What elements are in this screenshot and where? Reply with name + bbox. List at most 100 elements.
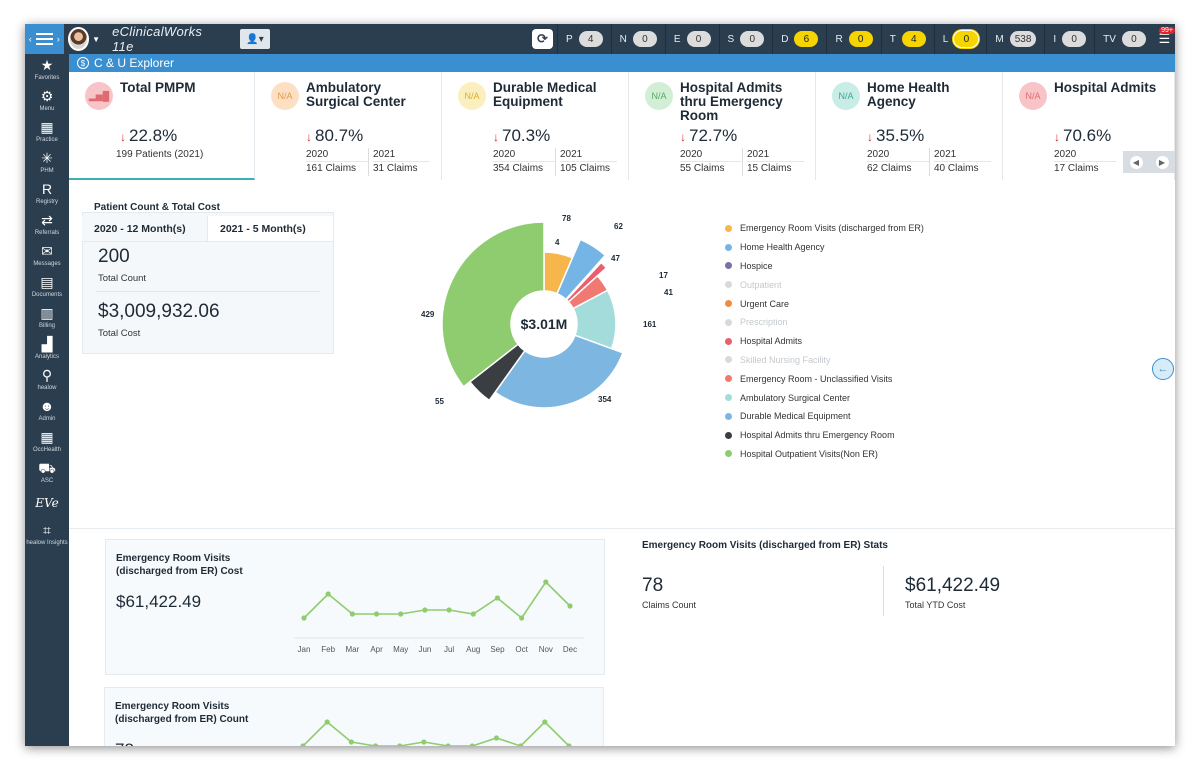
data-point[interactable] [422, 607, 428, 613]
summary-card[interactable]: N/A Hospital Admits thru Emergency Room ↓ 7… [629, 72, 816, 180]
data-point[interactable] [542, 719, 548, 725]
legend-item[interactable]: Urgent Care [725, 294, 924, 313]
user-avatar[interactable] [67, 27, 90, 51]
legend-item[interactable]: Hospital Admits thru Emergency Room [725, 426, 924, 445]
data-point[interactable] [566, 743, 572, 746]
refresh-button[interactable]: ⟳ [531, 29, 553, 49]
jellybean-bar: P 4 N 0 E 0 S 0 D 6 R 0 T 4 L 0 M 538 I 0 TV 0 [556, 24, 1154, 54]
card-title: Home Health Agency [867, 80, 950, 109]
sidebar-item-billing[interactable]: ▥ Billing [25, 302, 69, 333]
data-point[interactable] [543, 579, 549, 585]
data-point[interactable] [348, 739, 354, 745]
legend-item[interactable]: Prescription [725, 313, 924, 332]
collapse-panel-button[interactable]: ← [1152, 358, 1174, 380]
sidebar-item-registry[interactable]: R Registry [25, 178, 69, 209]
jellybean-count: 0 [1062, 31, 1087, 47]
arrow-right-icon[interactable]: ▶ [1155, 155, 1169, 169]
legend-item[interactable]: Durable Medical Equipment [725, 407, 924, 426]
patient-lookup-button[interactable]: 👤▾ [240, 29, 270, 49]
data-point[interactable] [519, 615, 525, 621]
sidebar-item-documents[interactable]: ▤ Documents [25, 271, 69, 302]
legend-item[interactable]: Ambulatory Surgical Center [725, 388, 924, 407]
data-point[interactable] [398, 611, 404, 617]
data-point[interactable] [421, 739, 427, 745]
sidebar-item-referrals[interactable]: ⇄ Referrals [25, 209, 69, 240]
jellybean-m[interactable]: M 538 [986, 24, 1044, 54]
legend-item[interactable]: Hospice [725, 257, 924, 276]
claims-grid: 2020 17 Claims [1054, 148, 1116, 176]
data-point[interactable] [301, 615, 307, 621]
data-point[interactable] [469, 743, 475, 746]
data-point[interactable] [518, 743, 524, 746]
series-line [302, 720, 570, 746]
summary-card[interactable]: N/A Durable Medical Equipment ↓ 70.3% 2020 35… [442, 72, 629, 180]
sidebar-item-label: Practice [36, 136, 58, 143]
sidebar-item-admin[interactable]: ☻ Admin [25, 395, 69, 426]
sidebar-item-analytics[interactable]: ▟ Analytics [25, 333, 69, 364]
sidebar-item-practice[interactable]: ▦ Practice [25, 116, 69, 147]
legend-item[interactable]: Skilled Nursing Facility [725, 351, 924, 370]
summary-card[interactable]: N/A Home Health Agency ↓ 35.5% 2020 62 Claims… [816, 72, 1003, 180]
legend-item[interactable]: Emergency Room - Unclassified Visits [725, 369, 924, 388]
legend-item[interactable]: Emergency Room Visits (discharged from E… [725, 219, 924, 238]
data-point[interactable] [325, 591, 331, 597]
sidebar-item-eve[interactable]: EVe [25, 488, 69, 519]
data-point[interactable] [324, 719, 330, 725]
sidebar-item-occhealth[interactable]: ▦ OccHealth [25, 426, 69, 457]
menu-toggle-button[interactable]: ‹ › [25, 24, 64, 54]
legend-item[interactable]: Outpatient [725, 275, 924, 294]
data-point[interactable] [446, 607, 452, 613]
sidebar-item-favorites[interactable]: ★ Favorites [25, 54, 69, 85]
data-point[interactable] [300, 743, 306, 746]
data-point[interactable] [470, 611, 476, 617]
jellybean-count: 0 [686, 31, 711, 47]
jellybean-tv[interactable]: TV 0 [1094, 24, 1154, 54]
data-point[interactable] [373, 611, 380, 617]
legend-item[interactable]: Hospital Outpatient Visits(Non ER) [725, 445, 924, 464]
jellybean-letter: P [565, 33, 573, 45]
tab-2020[interactable]: 2020 - 12 Month(s) [82, 216, 208, 241]
legend-item[interactable]: Hospital Admits [725, 332, 924, 351]
caret-down-icon[interactable]: ▼ [92, 34, 101, 44]
data-point[interactable] [397, 743, 403, 746]
sidebar-item-label: OccHealth [32, 446, 61, 453]
jellybean-count: 6 [794, 31, 819, 47]
tab-2021[interactable]: 2021 - 5 Month(s) [208, 216, 334, 241]
donut-slice[interactable] [441, 221, 545, 388]
data-point[interactable] [372, 743, 379, 746]
data-point[interactable] [494, 595, 501, 601]
jellybean-count: 4 [578, 31, 603, 47]
data-point[interactable] [493, 735, 500, 741]
occhealth-icon: ▦ [40, 428, 54, 445]
donut-slice[interactable] [494, 334, 624, 409]
summary-card[interactable]: ▂▅█ Total PMPM ↓ 22.8% 199 Patients (2021) [69, 72, 255, 180]
card-title: Total PMPM [120, 80, 196, 95]
legend-label: Hospital Outpatient Visits(Non ER) [740, 448, 878, 459]
data-point[interactable] [567, 603, 573, 609]
summary-card[interactable]: N/A Ambulatory Surgical Center ↓ 80.7% 2020 1… [255, 72, 442, 180]
sidebar-item-healow[interactable]: ⚲ healow [25, 364, 69, 395]
data-point[interactable] [349, 611, 355, 617]
sidebar-item-menu[interactable]: ⚙ Menu [25, 85, 69, 116]
total-ytd-cost-value: $61,422.49 [905, 575, 1001, 596]
sidebar-item-phm[interactable]: ✳ PHM [25, 147, 69, 178]
year-label: 2020 [493, 148, 555, 162]
sidebar-item-asc[interactable]: ⛟ ASC [25, 457, 69, 488]
hamburger-icon [35, 33, 53, 45]
sidebar-item-healow-insights[interactable]: ⌗ healow Insights [25, 519, 69, 550]
notifications-button[interactable]: ☰ 99+ [1154, 24, 1175, 54]
arrow-left-icon[interactable]: ◀ [1129, 155, 1143, 169]
asc-icon: ⛟ [38, 459, 56, 476]
sidebar-item-messages[interactable]: ✉ Messages [25, 240, 69, 271]
legend-item[interactable]: Home Health Agency [725, 238, 924, 257]
data-point[interactable] [445, 743, 451, 746]
